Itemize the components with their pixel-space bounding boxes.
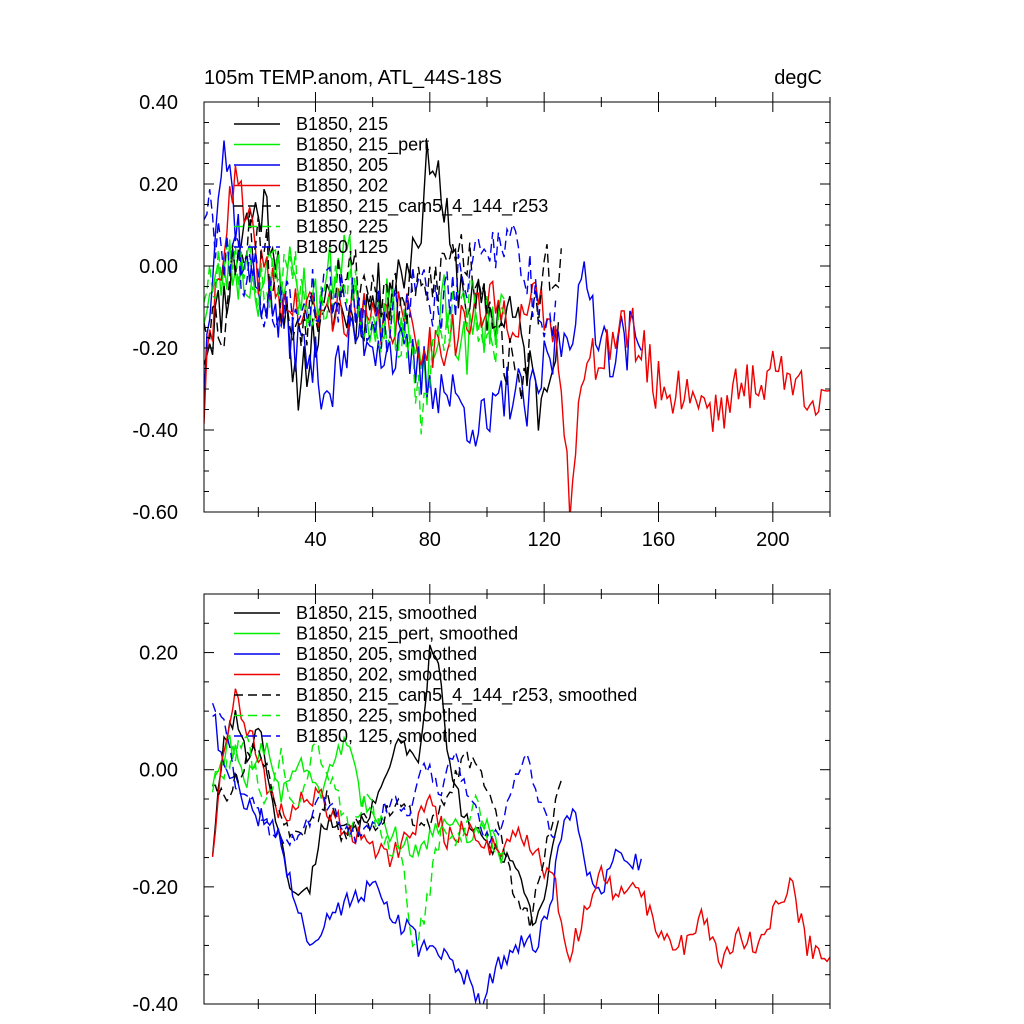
y-tick-label: 0.00 xyxy=(139,760,178,782)
top-plot-frame xyxy=(203,101,831,513)
legend-label: B1850, 215_cam5_4_144_r253 xyxy=(296,196,548,217)
top-tick-layer: -0.60 -0.40 -0.20 0.00 0.20 0.40 40 80 120 160 200 xyxy=(132,92,831,551)
legend-label: B1850, 225, smoothed xyxy=(296,706,477,726)
legend-label: B1850, 215_pert xyxy=(296,135,429,156)
series-line-bottom-4 xyxy=(212,742,562,929)
series-line-bottom-1 xyxy=(211,734,505,864)
y-tick-label: 0.40 xyxy=(139,92,178,114)
series-line-bottom-2 xyxy=(212,713,642,1004)
legend-label: B1850, 225 xyxy=(296,217,388,237)
legend-label: B1850, 215, smoothed xyxy=(296,603,477,623)
series-line-bottom-5 xyxy=(211,735,505,948)
top-panel-title: 105m TEMP.anom, ATL_44S-18S xyxy=(204,67,502,89)
x-tick-label: 120 xyxy=(527,529,560,551)
bottom-tick-layer: -0.40 -0.20 0.00 0.20 xyxy=(132,584,831,1016)
top-panel: 105m TEMP.anom, ATL_44S-18S degC -0.60-0… xyxy=(132,67,831,551)
series-line-bottom-6 xyxy=(211,702,556,847)
legend-label: B1850, 205, smoothed xyxy=(296,644,477,664)
legend-label: B1850, 205 xyxy=(296,155,388,175)
x-tick-label: 160 xyxy=(642,529,675,551)
y-tick-label: -0.20 xyxy=(132,877,178,899)
series-line-top-2 xyxy=(204,140,642,447)
bottom-plot-frame xyxy=(203,593,831,1005)
y-tick-label: -0.60 xyxy=(132,502,178,524)
x-tick-label: 40 xyxy=(304,529,326,551)
legend-label: B1850, 215 xyxy=(296,114,388,134)
series-line-top-6 xyxy=(204,189,557,354)
y-tick-label: -0.40 xyxy=(132,420,178,442)
legend-label: B1850, 202 xyxy=(296,176,388,196)
y-tick-label: 0.00 xyxy=(139,256,178,278)
y-tick-label: 0.20 xyxy=(139,643,178,665)
y-tick-label: 0.20 xyxy=(139,174,178,196)
series-line-top-4 xyxy=(204,211,562,401)
x-tick-label: 80 xyxy=(419,529,441,551)
top-series-layer xyxy=(204,140,830,512)
legend-label: B1850, 215_pert, smoothed xyxy=(296,624,518,645)
y-tick-label: -0.40 xyxy=(132,994,178,1016)
legend-label: B1850, 125, smoothed xyxy=(296,726,477,746)
series-line-top-5 xyxy=(204,241,505,435)
bottom-series-layer xyxy=(211,644,830,1004)
top-panel-units: degC xyxy=(774,67,822,89)
series-line-top-3 xyxy=(204,165,830,512)
legend-label: B1850, 215_cam5_4_144_r253, smoothed xyxy=(296,685,637,706)
x-tick-label: 200 xyxy=(756,529,789,551)
legend-label: B1850, 125 xyxy=(296,237,388,257)
legend-label: B1850, 202, smoothed xyxy=(296,665,477,685)
series-line-bottom-3 xyxy=(211,688,830,970)
y-tick-label: -0.20 xyxy=(132,338,178,360)
bottom-panel: -0.40-0.200.000.20 B1850, 215, smoothedB… xyxy=(132,584,831,1016)
